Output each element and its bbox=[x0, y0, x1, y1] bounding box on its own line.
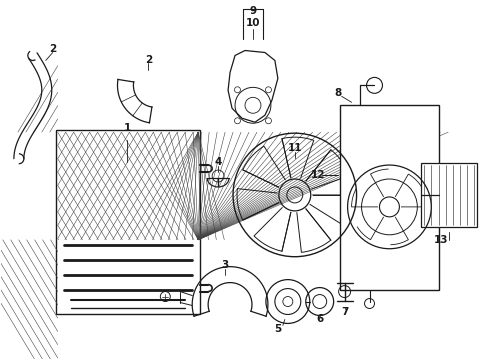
Text: 5: 5 bbox=[274, 324, 281, 334]
Text: 8: 8 bbox=[334, 88, 341, 98]
Text: 6: 6 bbox=[316, 314, 323, 324]
Text: 2: 2 bbox=[145, 55, 152, 66]
Bar bbox=[56, 130, 200, 315]
Text: 9: 9 bbox=[249, 6, 257, 16]
Bar bbox=[421, 163, 477, 227]
Text: 4: 4 bbox=[215, 157, 222, 167]
Polygon shape bbox=[228, 50, 278, 122]
Text: 3: 3 bbox=[221, 260, 229, 270]
Text: 12: 12 bbox=[311, 170, 325, 180]
Text: 1: 1 bbox=[124, 123, 131, 133]
Text: 7: 7 bbox=[341, 307, 348, 318]
Text: 13: 13 bbox=[434, 235, 448, 245]
Text: 2: 2 bbox=[49, 44, 56, 54]
Bar bbox=[340, 105, 439, 289]
Text: 11: 11 bbox=[288, 143, 302, 153]
Text: 10: 10 bbox=[245, 18, 260, 28]
